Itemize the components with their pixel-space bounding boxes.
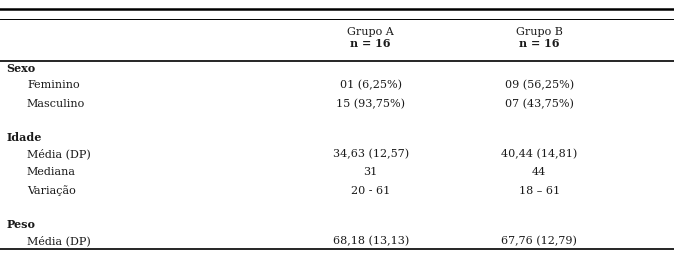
Text: 66: 66 [363, 253, 378, 254]
Text: Masculino: Masculino [27, 98, 85, 108]
Text: n = 16: n = 16 [519, 38, 559, 49]
Text: 07 (43,75%): 07 (43,75%) [505, 98, 574, 108]
Text: 09 (56,25%): 09 (56,25%) [505, 80, 574, 90]
Text: Grupo B: Grupo B [516, 27, 563, 37]
Text: 01 (6,25%): 01 (6,25%) [340, 80, 402, 90]
Text: 67,76 (12,79): 67,76 (12,79) [501, 235, 577, 245]
Text: 68,18 (13,13): 68,18 (13,13) [332, 235, 409, 245]
Text: 40,44 (14,81): 40,44 (14,81) [501, 148, 578, 158]
Text: 31: 31 [363, 167, 378, 177]
Text: Mediana: Mediana [27, 253, 76, 254]
Text: Mediana: Mediana [27, 167, 76, 177]
Text: Feminino: Feminino [27, 80, 80, 90]
Text: 15 (93,75%): 15 (93,75%) [336, 98, 405, 108]
Text: Idade: Idade [7, 131, 42, 142]
Text: n = 16: n = 16 [350, 38, 391, 49]
Text: 34,63 (12,57): 34,63 (12,57) [333, 148, 408, 158]
Text: Peso: Peso [7, 218, 36, 229]
Text: Sexo: Sexo [7, 63, 36, 74]
Text: Grupo A: Grupo A [347, 27, 394, 37]
Text: Variação: Variação [27, 185, 75, 195]
Text: 18 – 61: 18 – 61 [518, 185, 560, 195]
Text: Média (DP): Média (DP) [27, 148, 91, 159]
Text: 20 - 61: 20 - 61 [351, 185, 390, 195]
Text: 68,50: 68,50 [523, 253, 555, 254]
Text: Média (DP): Média (DP) [27, 235, 91, 245]
Text: 44: 44 [532, 167, 547, 177]
